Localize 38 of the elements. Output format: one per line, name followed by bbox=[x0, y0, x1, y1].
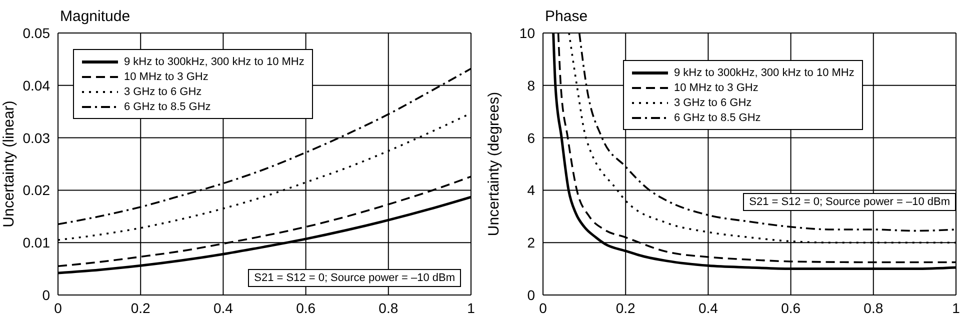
y-tick-label: 0.03 bbox=[22, 130, 50, 146]
chart-title: Phase bbox=[545, 8, 588, 25]
x-tick-label: 0.8 bbox=[378, 300, 398, 316]
y-tick-label: 0.02 bbox=[22, 182, 50, 198]
legend-label: 3 GHz to 6 GHz bbox=[674, 96, 752, 108]
x-tick-label: 1 bbox=[952, 300, 960, 316]
annotation: S21 = S12 = 0; Source power = –10 dBm bbox=[743, 193, 956, 211]
legend-label: 10 MHz to 3 GHz bbox=[124, 70, 208, 82]
y-tick-label: 2 bbox=[527, 234, 536, 251]
y-tick-label: 0.01 bbox=[22, 234, 50, 251]
x-tick-label: 0.4 bbox=[698, 300, 718, 316]
legend-label: 3 GHz to 6 GHz bbox=[124, 86, 202, 98]
legend-label: 6 GHz to 8.5 GHz bbox=[674, 112, 761, 124]
x-tick-label: 0.2 bbox=[130, 300, 151, 316]
x-tick-label: 0.8 bbox=[864, 300, 884, 316]
y-tick-label: 8 bbox=[527, 77, 536, 94]
x-tick-label: 0.4 bbox=[213, 300, 234, 316]
y-tick-label: 6 bbox=[527, 130, 536, 146]
y-tick-label: 4 bbox=[527, 182, 536, 198]
annotation: S21 = S12 = 0; Source power = –10 dBm bbox=[248, 269, 461, 287]
y-axis-title: Uncertainty (linear) bbox=[0, 100, 18, 228]
legend-label: 6 GHz to 8.5 GHz bbox=[124, 100, 211, 112]
x-tick-label: 1 bbox=[467, 300, 476, 316]
y-tick-label: 10 bbox=[519, 24, 536, 41]
y-tick-label: 0.05 bbox=[22, 24, 50, 41]
y-tick-label: 0 bbox=[42, 286, 50, 303]
legend-label: 10 MHz to 3 GHz bbox=[674, 82, 758, 94]
legend-label: 9 kHz to 300kHz, 300 kHz to 10 MHz bbox=[124, 56, 304, 68]
x-tick-label: 0.6 bbox=[296, 300, 316, 316]
x-tick-label: 0.6 bbox=[781, 300, 801, 316]
y-axis-title: Uncertainty (degrees) bbox=[485, 92, 502, 236]
y-tick-label: 0.04 bbox=[22, 77, 50, 94]
legend-label: 9 kHz to 300kHz, 300 kHz to 10 MHz bbox=[674, 66, 854, 78]
y-tick-label: 0 bbox=[527, 286, 536, 303]
chart-title: Magnitude bbox=[60, 8, 130, 25]
x-tick-label: 0.2 bbox=[616, 300, 636, 316]
x-tick-label: 0 bbox=[54, 300, 62, 316]
x-tick-label: 0 bbox=[539, 300, 548, 316]
